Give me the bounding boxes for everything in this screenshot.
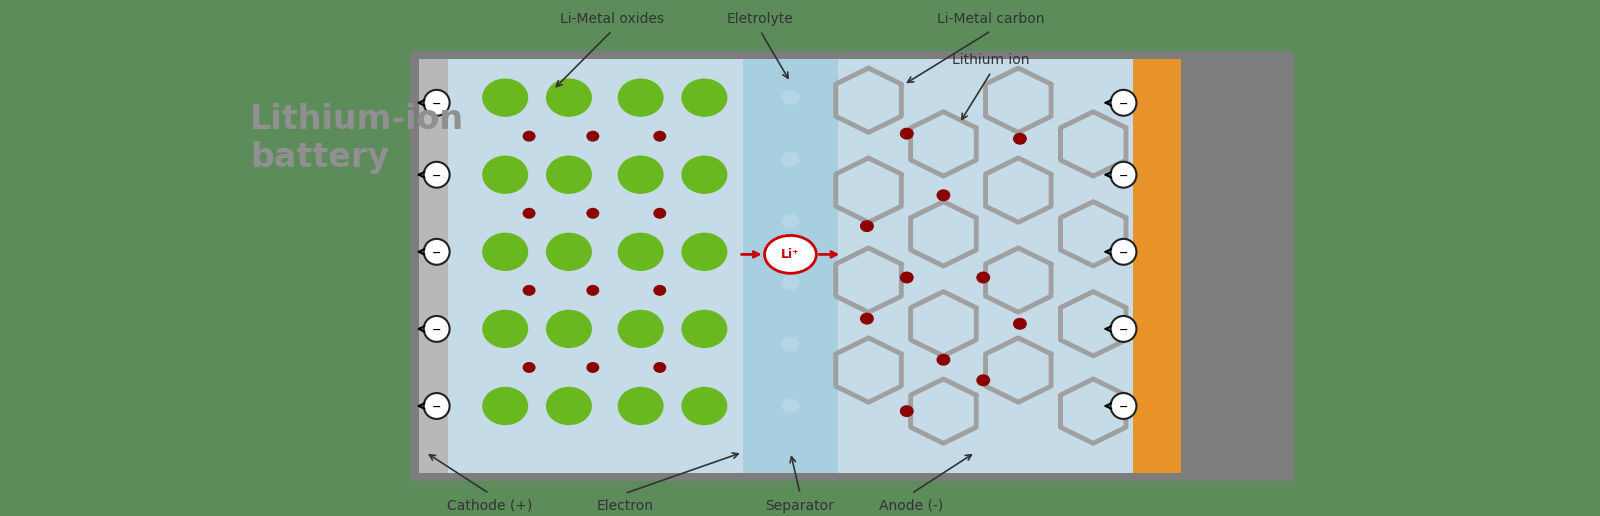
Ellipse shape xyxy=(482,155,528,194)
Ellipse shape xyxy=(899,127,914,140)
Ellipse shape xyxy=(682,310,728,348)
Text: −: − xyxy=(1118,325,1128,335)
Ellipse shape xyxy=(859,313,874,325)
Text: Cathode (+): Cathode (+) xyxy=(446,498,531,512)
Ellipse shape xyxy=(586,208,600,219)
Bar xyxy=(448,59,742,473)
Ellipse shape xyxy=(653,208,666,219)
Ellipse shape xyxy=(523,285,536,296)
Ellipse shape xyxy=(781,214,800,229)
Text: −: − xyxy=(432,402,442,412)
Ellipse shape xyxy=(523,131,536,142)
Ellipse shape xyxy=(482,233,528,271)
Ellipse shape xyxy=(1013,318,1027,330)
Ellipse shape xyxy=(765,235,816,273)
Ellipse shape xyxy=(482,387,528,425)
Ellipse shape xyxy=(653,285,666,296)
Ellipse shape xyxy=(618,310,664,348)
Ellipse shape xyxy=(899,405,914,417)
Text: −: − xyxy=(432,325,442,335)
Text: −: − xyxy=(1118,402,1128,412)
Ellipse shape xyxy=(523,208,536,219)
Bar xyxy=(419,59,448,473)
Ellipse shape xyxy=(546,78,592,117)
Bar xyxy=(1133,59,1181,473)
Ellipse shape xyxy=(618,155,664,194)
Ellipse shape xyxy=(682,387,728,425)
Ellipse shape xyxy=(523,362,536,373)
Ellipse shape xyxy=(482,310,528,348)
Ellipse shape xyxy=(682,233,728,271)
Ellipse shape xyxy=(976,374,990,386)
Bar xyxy=(742,59,838,473)
Ellipse shape xyxy=(586,362,600,373)
Circle shape xyxy=(1110,393,1136,419)
Circle shape xyxy=(424,393,450,419)
Ellipse shape xyxy=(546,155,592,194)
Ellipse shape xyxy=(781,398,800,413)
Ellipse shape xyxy=(586,131,600,142)
Circle shape xyxy=(424,239,450,265)
Ellipse shape xyxy=(618,233,664,271)
Ellipse shape xyxy=(859,220,874,232)
Ellipse shape xyxy=(653,131,666,142)
Ellipse shape xyxy=(482,78,528,117)
Circle shape xyxy=(1110,162,1136,188)
Ellipse shape xyxy=(781,337,800,352)
Circle shape xyxy=(1110,90,1136,116)
Ellipse shape xyxy=(618,78,664,117)
Circle shape xyxy=(424,316,450,342)
Ellipse shape xyxy=(781,152,800,167)
Text: −: − xyxy=(432,248,442,258)
Text: Electron: Electron xyxy=(597,498,653,512)
Text: −: − xyxy=(432,171,442,181)
Ellipse shape xyxy=(546,233,592,271)
Circle shape xyxy=(1110,239,1136,265)
Ellipse shape xyxy=(586,285,600,296)
Bar xyxy=(410,52,1294,480)
Ellipse shape xyxy=(936,189,950,201)
Text: Separator: Separator xyxy=(765,498,835,512)
Bar xyxy=(838,59,1133,473)
Ellipse shape xyxy=(899,271,914,283)
Ellipse shape xyxy=(781,275,800,290)
Ellipse shape xyxy=(546,387,592,425)
Circle shape xyxy=(1110,316,1136,342)
Text: Lithium-ion
battery: Lithium-ion battery xyxy=(250,103,464,174)
Ellipse shape xyxy=(682,155,728,194)
Ellipse shape xyxy=(781,90,800,105)
Ellipse shape xyxy=(936,354,950,366)
Text: Li-Metal oxides: Li-Metal oxides xyxy=(560,12,664,26)
Text: Li⁺: Li⁺ xyxy=(781,248,800,261)
Text: Li-Metal carbon: Li-Metal carbon xyxy=(938,12,1045,26)
Ellipse shape xyxy=(682,78,728,117)
Ellipse shape xyxy=(1013,133,1027,144)
Circle shape xyxy=(424,162,450,188)
Text: −: − xyxy=(432,99,442,109)
Ellipse shape xyxy=(546,310,592,348)
Text: −: − xyxy=(1118,171,1128,181)
Text: Eletrolyte: Eletrolyte xyxy=(726,12,794,26)
Text: −: − xyxy=(1118,99,1128,109)
Ellipse shape xyxy=(653,362,666,373)
Text: Anode (-): Anode (-) xyxy=(880,498,944,512)
Ellipse shape xyxy=(976,271,990,283)
Text: −: − xyxy=(1118,248,1128,258)
Ellipse shape xyxy=(618,387,664,425)
Circle shape xyxy=(424,90,450,116)
Text: Lithium ion: Lithium ion xyxy=(952,53,1030,67)
